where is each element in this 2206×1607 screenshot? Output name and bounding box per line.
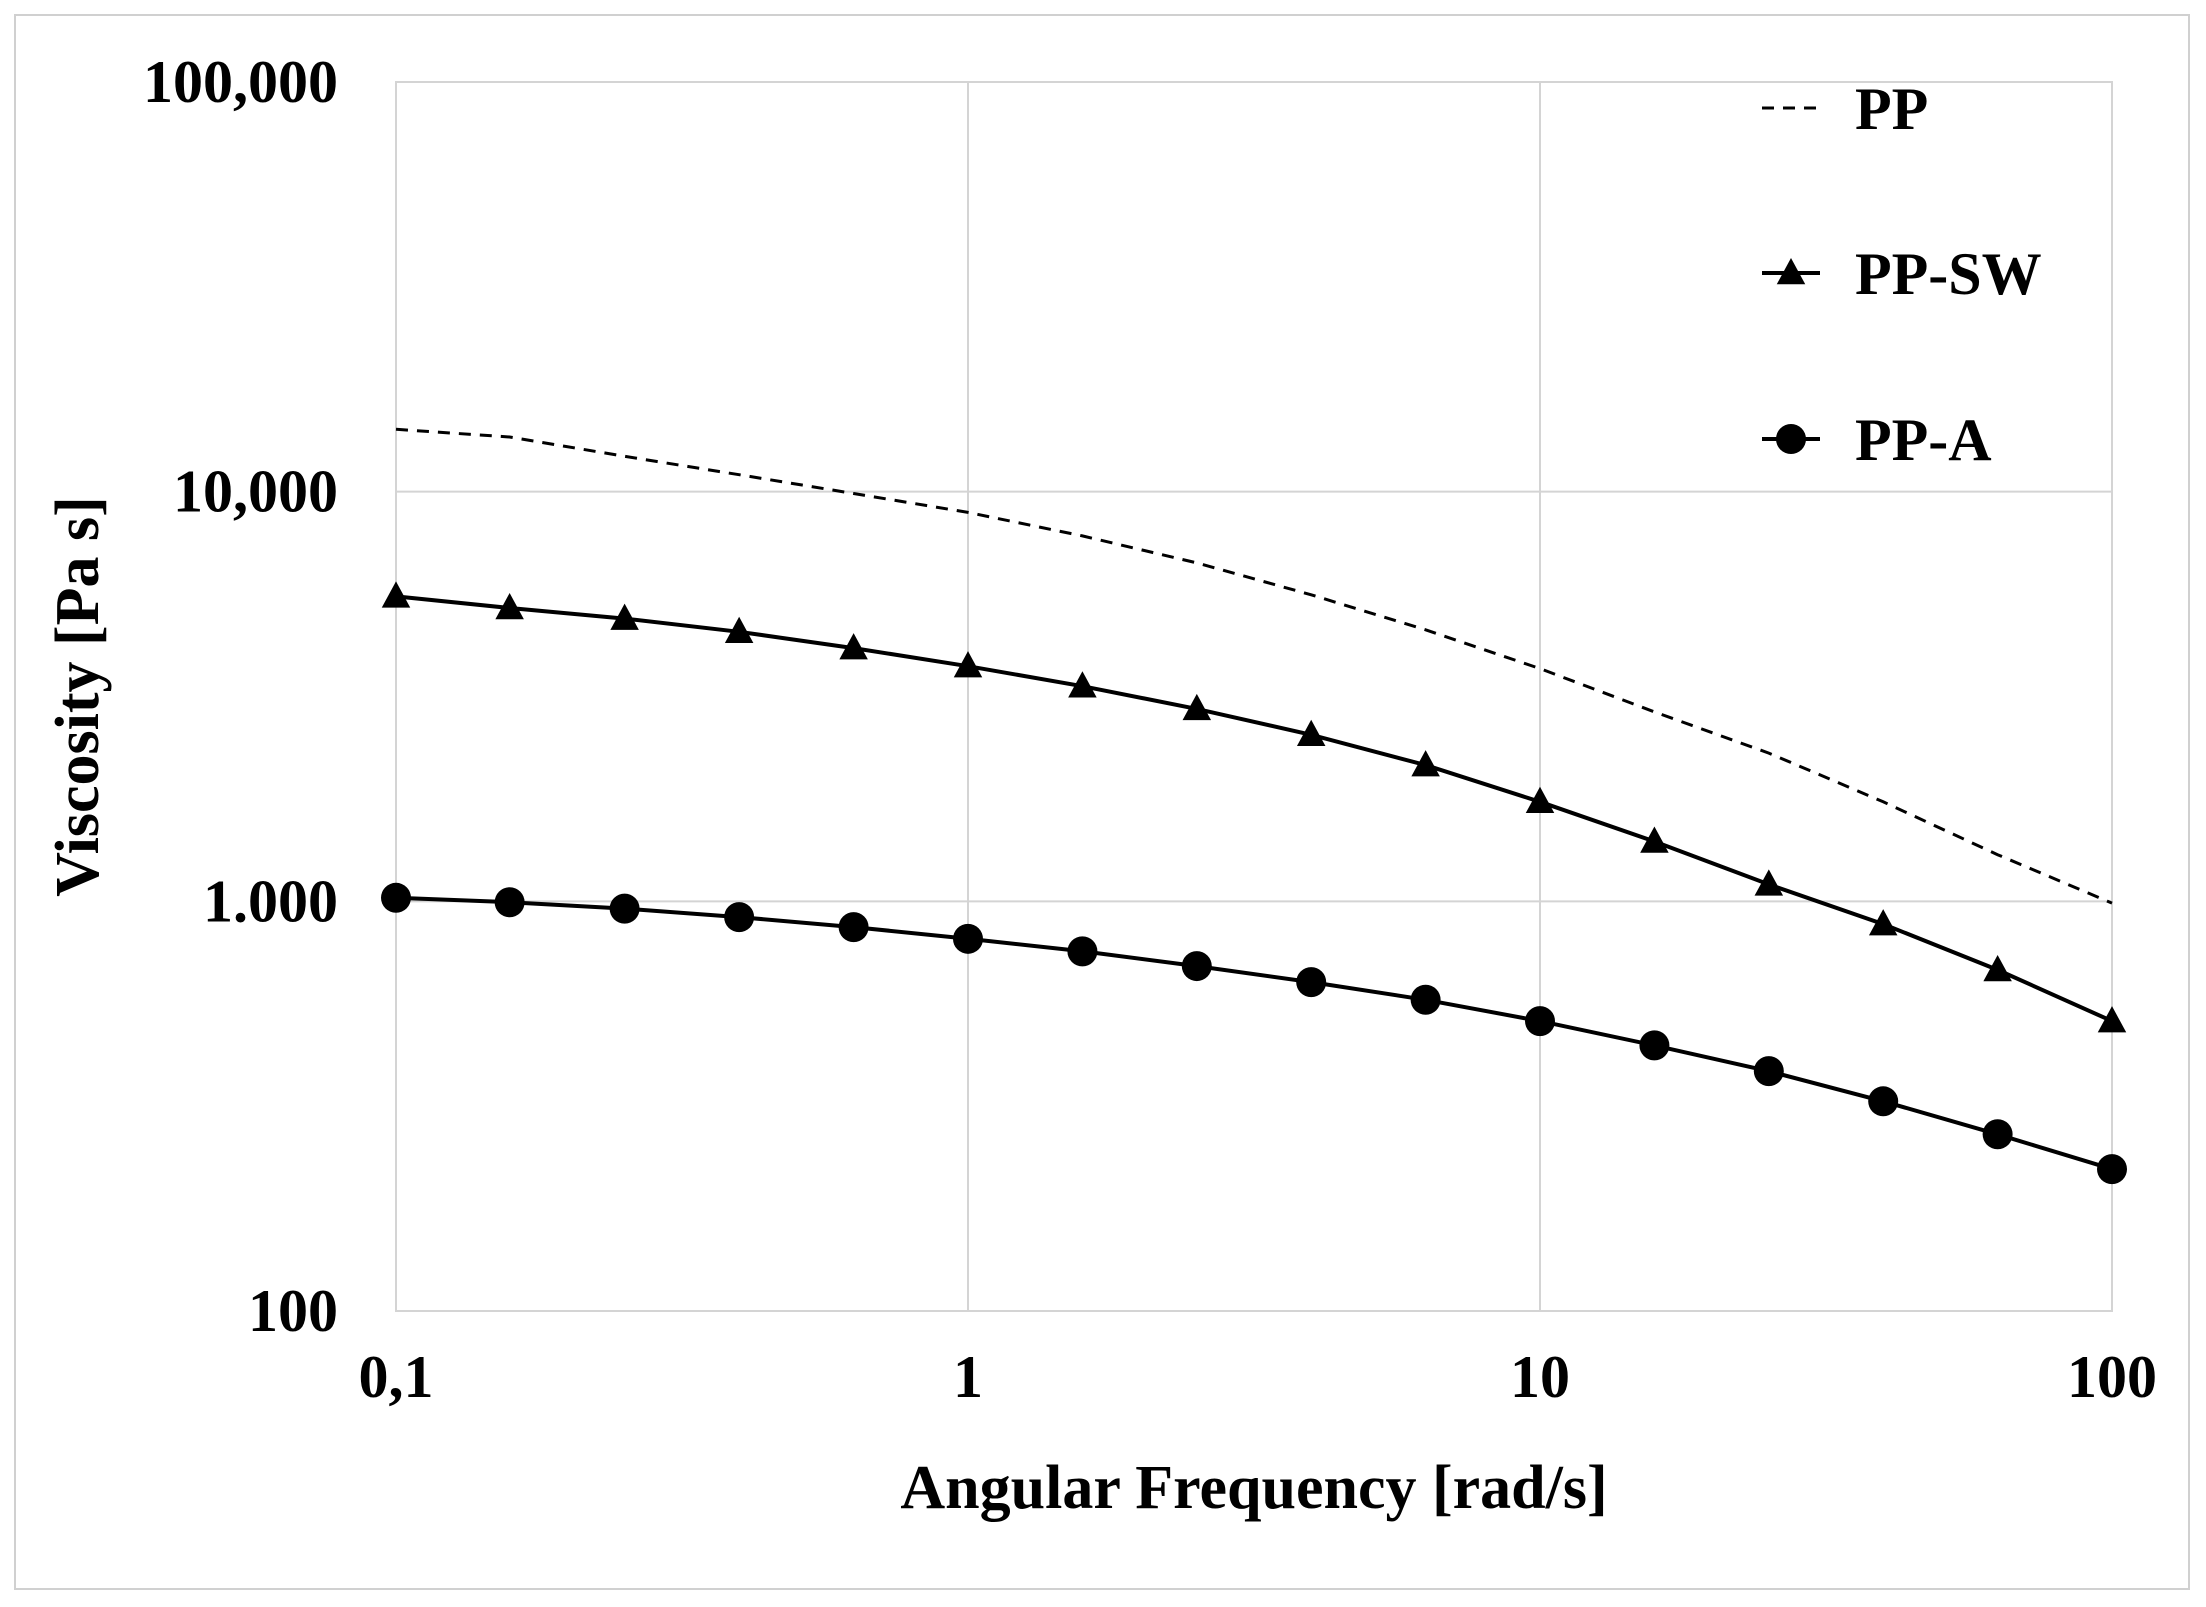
- data-point-pp-sw: [1640, 826, 1669, 853]
- series-pp-a: [381, 882, 2127, 1185]
- data-point-pp-sw: [1868, 909, 1898, 936]
- legend-item-pp-a: PP-A: [1762, 407, 1992, 473]
- data-point-pp-a: [1067, 936, 1098, 967]
- data-point-pp-a: [1868, 1086, 1899, 1117]
- data-point-pp-sw: [1068, 671, 1097, 698]
- data-point-pp-sw: [381, 581, 411, 608]
- data-point-pp-a: [1982, 1119, 2013, 1150]
- tick-labels: 0,1 1 10 100 100 1.000 10,000 100,000: [143, 49, 2157, 1410]
- data-point-pp-sw: [1411, 750, 1440, 777]
- legend: PP PP-SW PP-A: [1762, 76, 2042, 473]
- data-point-pp-a: [609, 893, 640, 924]
- data-point-pp-a: [381, 882, 411, 913]
- series-pp: [395, 427, 2113, 905]
- series-line-pp-a: [395, 895, 2113, 1172]
- data-point-pp-a: [1753, 1056, 1784, 1087]
- legend-label: PP-A: [1855, 407, 1992, 473]
- legend-marker: [1776, 258, 1806, 285]
- legend-marker: [1776, 424, 1806, 454]
- data-point-pp-a: [838, 912, 869, 943]
- data-point-pp-a: [953, 923, 983, 954]
- series-line-pp: [395, 427, 2113, 905]
- y-axis-title: Viscosity [Pa s]: [44, 496, 112, 897]
- legend-label: PP: [1855, 76, 1928, 142]
- data-point-pp-a: [1525, 1006, 1555, 1037]
- data-point-pp-a: [724, 902, 755, 933]
- data-point-pp-a: [2097, 1154, 2127, 1185]
- data-point-pp-sw: [1754, 869, 1784, 896]
- data-point-pp-sw: [1525, 786, 1555, 814]
- series-line-pp-sw: [395, 594, 2113, 1023]
- y-tick-label: 100: [248, 1278, 338, 1344]
- data-point-pp-sw: [953, 651, 983, 678]
- x-tick-label: 0,1: [359, 1344, 434, 1410]
- data-point-pp-sw: [2097, 1006, 2127, 1033]
- legend-label: PP-SW: [1855, 241, 2042, 307]
- data-point-pp-a: [494, 887, 525, 918]
- data-point-pp-sw: [1296, 719, 1326, 747]
- series-layer: [381, 427, 2127, 1185]
- legend-item-pp-sw: PP-SW: [1762, 241, 2042, 307]
- legend-item-pp: PP: [1762, 76, 1928, 142]
- series-pp-sw: [381, 581, 2127, 1033]
- x-tick-label: 100: [2067, 1344, 2157, 1410]
- data-point-pp-sw: [1182, 693, 1212, 721]
- data-point-pp-sw: [610, 603, 639, 630]
- data-point-pp-sw: [1983, 954, 2012, 982]
- x-tick-label: 10: [1510, 1344, 1570, 1410]
- data-point-pp-a: [1181, 951, 1212, 982]
- data-point-pp-a: [1410, 984, 1441, 1015]
- data-point-pp-sw: [724, 616, 754, 644]
- grid-lines: [395, 81, 2113, 1312]
- chart-frame: [14, 14, 2190, 1590]
- data-point-pp-a: [1639, 1030, 1670, 1061]
- y-tick-label: 10,000: [173, 459, 338, 525]
- data-point-pp-a: [1296, 967, 1327, 998]
- y-tick-label: 1.000: [203, 868, 338, 934]
- data-point-pp-sw: [839, 633, 868, 660]
- x-tick-label: 1: [953, 1344, 983, 1410]
- data-point-pp-sw: [495, 593, 524, 620]
- x-axis-title: Angular Frequency [rad/s]: [900, 1454, 1607, 1522]
- y-tick-label: 100,000: [143, 49, 338, 115]
